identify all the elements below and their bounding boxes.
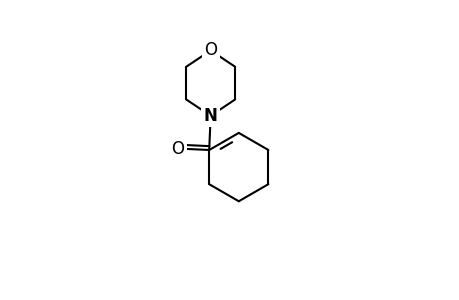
Text: O: O bbox=[171, 140, 184, 158]
Text: O: O bbox=[204, 41, 217, 59]
Text: N: N bbox=[203, 107, 217, 125]
